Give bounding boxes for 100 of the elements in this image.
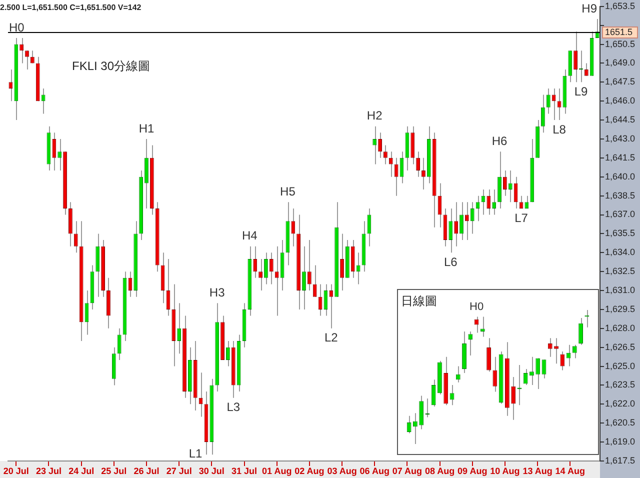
y-tick-label: 1,634.0 xyxy=(605,247,636,258)
x-tick-label: 20 Jul xyxy=(3,466,29,476)
x-tick-label: 09 Aug xyxy=(458,466,488,476)
candlestick xyxy=(508,170,512,203)
y-tick-label: 1,643.0 xyxy=(605,133,636,144)
text: H0 xyxy=(9,20,24,34)
candlestick xyxy=(388,151,393,178)
y-tick-label: 1,641.5 xyxy=(605,152,636,162)
candlestick xyxy=(58,138,62,172)
candlestick xyxy=(476,195,480,222)
candlestick xyxy=(486,189,491,216)
candlestick xyxy=(493,356,497,392)
text: L7 xyxy=(514,210,528,225)
candlestick xyxy=(536,358,540,390)
candlestick xyxy=(572,344,577,359)
text: H0 xyxy=(470,301,484,314)
candlestick xyxy=(486,338,492,372)
y-tick-label: 1,629.5 xyxy=(605,304,636,314)
x-tick-label: 14 Aug xyxy=(555,466,585,476)
candlestick xyxy=(574,31,578,83)
x-tick-label: 08 Aug xyxy=(424,466,455,476)
text: H9 xyxy=(582,1,597,16)
candlestick xyxy=(368,208,371,247)
y-tick-label: 1,631.0 xyxy=(605,285,636,296)
candlestick xyxy=(456,366,460,383)
candlestick xyxy=(258,258,263,292)
candlestick xyxy=(378,132,382,158)
text: L2 xyxy=(324,330,338,345)
x-tick-label: 30 Jul xyxy=(198,466,224,476)
candlestick xyxy=(431,379,436,407)
text: L3 xyxy=(226,400,240,414)
annotation: 2.500 L=1,651.500 C=1,651.500 V=142 xyxy=(0,3,142,12)
candlestick xyxy=(480,316,485,338)
x-tick-label: 27 Jul xyxy=(166,466,192,476)
y-tick-label: 1,646.0 xyxy=(605,96,636,106)
candlestick xyxy=(394,157,398,196)
candlestick xyxy=(128,271,132,298)
x-tick-label: 06 Aug xyxy=(360,466,390,476)
candlestick xyxy=(460,202,463,241)
x-tick-label: 25 Jul xyxy=(101,466,127,476)
candlestick xyxy=(329,284,334,329)
candlestick xyxy=(198,372,203,418)
text: H2 xyxy=(366,108,382,123)
candlestick xyxy=(372,126,377,165)
candlestick xyxy=(25,50,29,70)
candlestick xyxy=(291,208,296,247)
ref-line-label: 1651.5 xyxy=(605,26,633,37)
candlestick xyxy=(492,189,496,216)
candlestick xyxy=(416,151,420,178)
candlestick xyxy=(450,384,454,406)
candlestick xyxy=(74,220,78,254)
candlestick xyxy=(312,264,317,298)
candlestick xyxy=(448,208,453,254)
candlestick xyxy=(269,252,274,285)
text: L9 xyxy=(574,84,588,98)
text: L6 xyxy=(444,254,458,269)
candlestick xyxy=(464,202,469,241)
text: H1 xyxy=(138,121,154,136)
y-tick-label: 1,638.5 xyxy=(605,190,636,200)
x-tick-label: 23 Jul xyxy=(36,466,62,476)
y-tick-label: 1,637.0 xyxy=(605,209,636,220)
y-tick-label: 1,650.5 xyxy=(605,38,636,49)
y-tick-label: 1,635.5 xyxy=(605,228,636,238)
candlestick xyxy=(548,338,552,358)
y-tick-label: 1,653.5 xyxy=(605,0,636,11)
y-tick-label: 1,626.5 xyxy=(605,342,636,352)
y-tick-label: 1,640.0 xyxy=(605,171,636,182)
chart-title: 日線圖 xyxy=(401,293,437,310)
y-tick-label: 1,622.0 xyxy=(605,398,636,409)
y-tick-label: 1,625.0 xyxy=(605,360,636,371)
candlestick xyxy=(524,195,529,209)
candlestick xyxy=(454,202,458,247)
y-tick-label: 1,619.0 xyxy=(605,436,636,447)
text: FKLI 30分線圖 xyxy=(72,58,150,75)
candlestick xyxy=(302,246,306,310)
candlestick xyxy=(503,170,507,196)
candlestick xyxy=(552,88,556,121)
x-tick-label: 03 Aug xyxy=(327,466,357,476)
candlestick xyxy=(523,368,528,386)
candlestick xyxy=(30,50,34,64)
candlestick xyxy=(52,132,56,172)
candlestick xyxy=(517,364,522,406)
candlestick xyxy=(226,340,230,367)
candlestick xyxy=(546,88,550,114)
y-tick-label: 1,628.0 xyxy=(605,322,636,333)
y-tick-label: 1,620.5 xyxy=(605,418,636,428)
text: H4 xyxy=(242,228,258,243)
x-tick-label: 07 Aug xyxy=(392,466,422,476)
candlestick xyxy=(422,157,426,190)
text: H3 xyxy=(209,285,225,300)
x-tick-label: 10 Aug xyxy=(490,466,520,476)
candlestick xyxy=(514,176,518,209)
candlestick xyxy=(419,395,424,430)
candlestick xyxy=(554,338,558,364)
candlestick xyxy=(177,302,182,354)
candlestick xyxy=(578,318,584,346)
candlestick xyxy=(470,202,474,234)
text: L1 xyxy=(188,446,202,460)
y-tick-label: 1,617.5 xyxy=(605,455,636,466)
candlestick xyxy=(307,240,312,292)
